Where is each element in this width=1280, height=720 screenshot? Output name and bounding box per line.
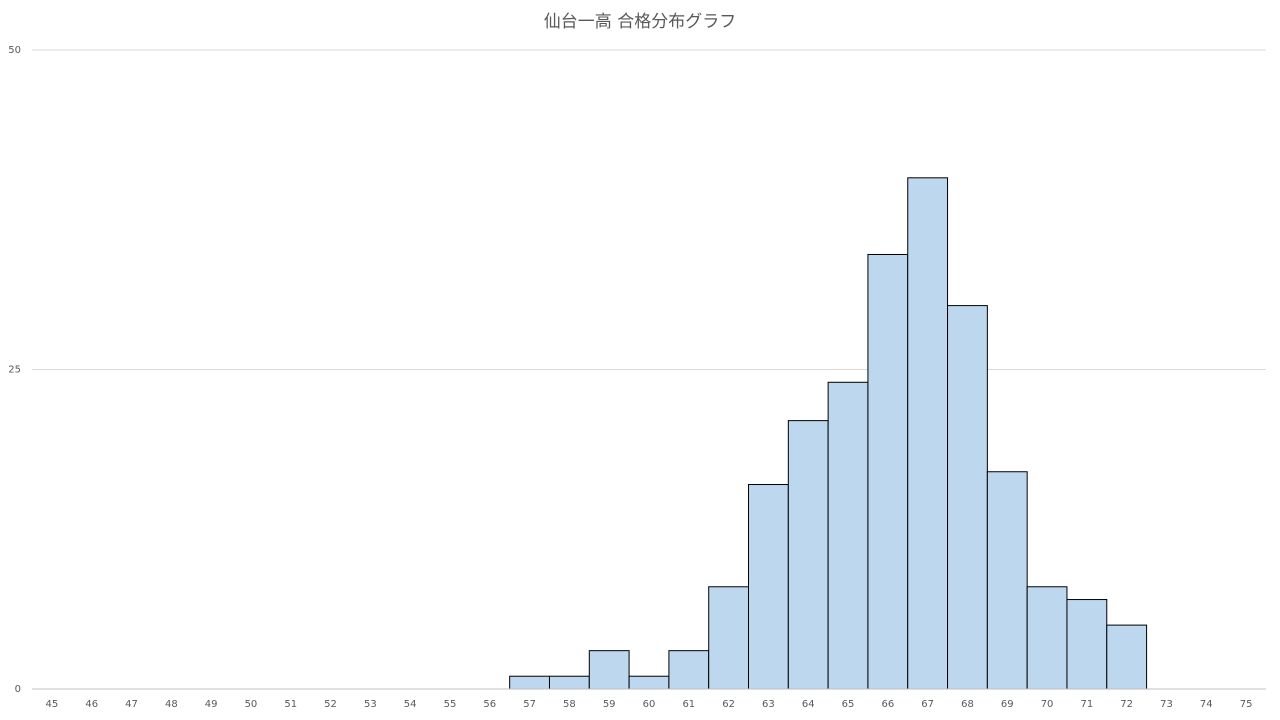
- x-tick-label: 51: [284, 699, 297, 710]
- y-tick-label: 0: [15, 684, 21, 695]
- y-tick-label: 50: [8, 45, 21, 56]
- x-tick-label: 49: [205, 699, 218, 710]
- x-tick-label: 67: [921, 699, 934, 710]
- chart-title: 仙台一高 合格分布グラフ: [544, 12, 736, 32]
- bar: [907, 177, 949, 690]
- bar: [1106, 624, 1148, 690]
- bar: [827, 381, 869, 690]
- x-tick-label: 47: [125, 699, 138, 710]
- bar: [1066, 599, 1108, 690]
- bar: [947, 305, 988, 690]
- x-tick-label: 52: [324, 699, 337, 710]
- x-tick-label: 65: [842, 699, 855, 710]
- x-tick-label: 58: [563, 699, 576, 710]
- x-tick-label: 74: [1200, 699, 1213, 710]
- x-tick-label: 72: [1120, 699, 1133, 710]
- x-tick-label: 68: [961, 699, 974, 710]
- x-tick-label: 69: [1001, 699, 1014, 710]
- x-tick-label: 60: [643, 699, 656, 710]
- x-tick-label: 46: [85, 699, 98, 710]
- x-tick-label: 48: [165, 699, 178, 710]
- x-tick-label: 70: [1041, 699, 1054, 710]
- x-tick-label: 50: [245, 699, 258, 710]
- x-tick-label: 75: [1240, 699, 1253, 710]
- bar: [628, 675, 670, 690]
- x-tick-label: 54: [404, 699, 417, 710]
- bar: [708, 586, 750, 690]
- bar: [867, 253, 909, 690]
- x-tick-label: 55: [444, 699, 457, 710]
- bar: [509, 675, 550, 690]
- x-tick-label: 61: [682, 699, 695, 710]
- x-tick-label: 63: [762, 699, 775, 710]
- x-tick-label: 66: [881, 699, 894, 710]
- bar: [748, 484, 789, 690]
- bar: [986, 471, 1028, 690]
- x-tick-label: 62: [722, 699, 735, 710]
- x-tick-label: 71: [1081, 699, 1094, 710]
- x-tick-label: 73: [1160, 699, 1173, 710]
- y-tick-label: 25: [8, 365, 21, 376]
- x-tick-label: 64: [802, 699, 815, 710]
- bar: [548, 675, 590, 690]
- x-tick-label: 53: [364, 699, 377, 710]
- bar: [668, 650, 710, 690]
- bar: [1026, 586, 1068, 690]
- x-tick-label: 59: [603, 699, 616, 710]
- x-tick-label: 45: [46, 699, 59, 710]
- bar: [787, 420, 829, 690]
- x-tick-label: 56: [483, 699, 496, 710]
- bar: [588, 650, 630, 690]
- x-tick-label: 57: [523, 699, 536, 710]
